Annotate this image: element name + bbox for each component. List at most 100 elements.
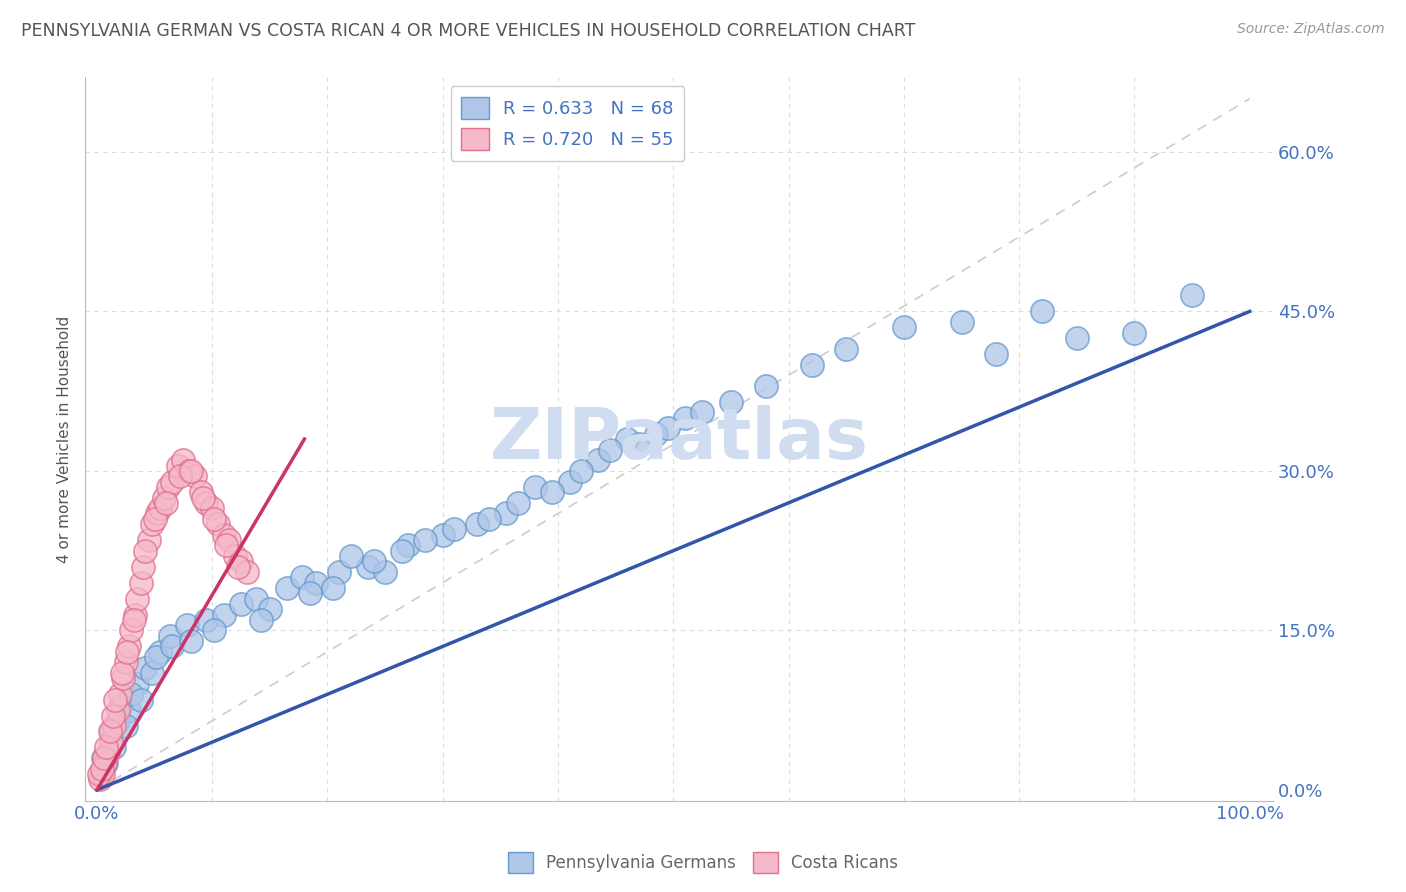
Point bbox=[322, 581, 344, 595]
Point bbox=[218, 533, 240, 547]
Point bbox=[673, 410, 696, 425]
Point bbox=[396, 538, 419, 552]
Point bbox=[800, 358, 823, 372]
Point bbox=[506, 496, 529, 510]
Point bbox=[1123, 326, 1146, 340]
Point bbox=[328, 565, 350, 579]
Point bbox=[149, 645, 172, 659]
Y-axis label: 4 or more Vehicles in Household: 4 or more Vehicles in Household bbox=[58, 316, 72, 563]
Point bbox=[115, 645, 138, 659]
Point bbox=[94, 756, 117, 771]
Point bbox=[152, 491, 174, 505]
Point bbox=[357, 559, 380, 574]
Point bbox=[176, 618, 198, 632]
Point bbox=[363, 554, 385, 568]
Point bbox=[97, 746, 120, 760]
Point bbox=[754, 379, 776, 393]
Point bbox=[132, 559, 155, 574]
Point bbox=[122, 613, 145, 627]
Point bbox=[166, 458, 188, 473]
Point bbox=[121, 687, 143, 701]
Point bbox=[588, 453, 610, 467]
Point bbox=[146, 507, 169, 521]
Point bbox=[212, 527, 235, 541]
Point bbox=[374, 565, 396, 579]
Text: ZIPaatlas: ZIPaatlas bbox=[489, 405, 869, 474]
Point bbox=[127, 676, 149, 690]
Point bbox=[720, 394, 742, 409]
Point bbox=[91, 751, 114, 765]
Point bbox=[224, 549, 246, 563]
Point bbox=[191, 491, 214, 505]
Point bbox=[201, 501, 224, 516]
Point bbox=[236, 565, 259, 579]
Point bbox=[104, 692, 127, 706]
Point bbox=[118, 703, 141, 717]
Point bbox=[391, 543, 413, 558]
Point bbox=[94, 756, 117, 771]
Point bbox=[212, 607, 235, 622]
Point bbox=[415, 533, 437, 547]
Point bbox=[141, 665, 163, 680]
Point bbox=[141, 517, 163, 532]
Point bbox=[207, 517, 229, 532]
Point bbox=[110, 698, 132, 712]
Point bbox=[984, 347, 1007, 361]
Point bbox=[129, 575, 152, 590]
Point bbox=[276, 581, 298, 595]
Point bbox=[172, 453, 194, 467]
Point bbox=[101, 708, 124, 723]
Point bbox=[91, 767, 114, 781]
Point bbox=[190, 485, 212, 500]
Point bbox=[1066, 331, 1088, 345]
Point bbox=[291, 570, 314, 584]
Point bbox=[180, 634, 202, 648]
Point bbox=[305, 575, 328, 590]
Point bbox=[103, 740, 125, 755]
Point bbox=[835, 342, 858, 356]
Point bbox=[184, 469, 207, 483]
Point bbox=[89, 767, 111, 781]
Point bbox=[100, 735, 122, 749]
Point bbox=[541, 485, 564, 500]
Point bbox=[465, 517, 488, 532]
Point bbox=[112, 671, 135, 685]
Point bbox=[127, 591, 149, 606]
Point bbox=[111, 665, 134, 680]
Point bbox=[523, 480, 546, 494]
Point bbox=[339, 549, 361, 563]
Point bbox=[134, 661, 156, 675]
Point bbox=[226, 559, 249, 574]
Point bbox=[114, 719, 136, 733]
Point bbox=[138, 533, 160, 547]
Point bbox=[558, 475, 581, 489]
Point bbox=[121, 624, 143, 638]
Point bbox=[249, 613, 271, 627]
Point bbox=[180, 464, 202, 478]
Point bbox=[114, 656, 136, 670]
Point bbox=[950, 315, 973, 329]
Point bbox=[143, 512, 166, 526]
Point bbox=[204, 624, 226, 638]
Point bbox=[569, 464, 592, 478]
Point bbox=[98, 724, 121, 739]
Point bbox=[107, 703, 129, 717]
Point bbox=[229, 554, 252, 568]
Point bbox=[169, 469, 191, 483]
Point bbox=[299, 586, 322, 600]
Point bbox=[160, 475, 183, 489]
Point bbox=[599, 442, 621, 457]
Point bbox=[627, 437, 650, 451]
Point bbox=[145, 650, 167, 665]
Point bbox=[616, 432, 638, 446]
Point bbox=[160, 640, 183, 654]
Point bbox=[157, 480, 180, 494]
Text: PENNSYLVANIA GERMAN VS COSTA RICAN 4 OR MORE VEHICLES IN HOUSEHOLD CORRELATION C: PENNSYLVANIA GERMAN VS COSTA RICAN 4 OR … bbox=[21, 22, 915, 40]
Point bbox=[94, 740, 117, 755]
Point bbox=[215, 538, 238, 552]
Legend: R = 0.633   N = 68, R = 0.720   N = 55: R = 0.633 N = 68, R = 0.720 N = 55 bbox=[450, 87, 685, 161]
Point bbox=[443, 523, 465, 537]
Point bbox=[259, 602, 281, 616]
Point bbox=[657, 421, 679, 435]
Point bbox=[89, 772, 111, 787]
